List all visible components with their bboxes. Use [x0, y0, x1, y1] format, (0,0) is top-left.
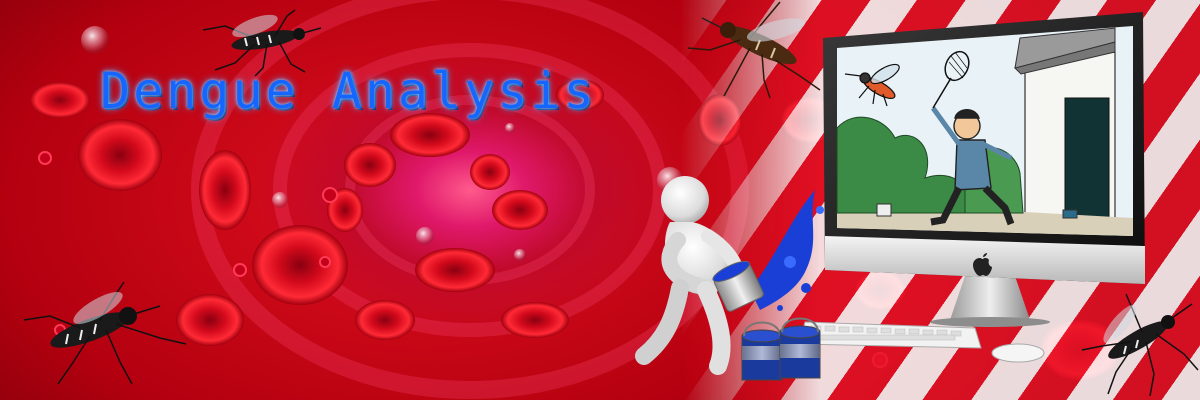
keyboard	[798, 321, 982, 349]
mosquito-icon	[1081, 293, 1199, 397]
paint-bucket-icon	[741, 317, 821, 381]
mosquito-icon	[23, 281, 187, 385]
paint-bucket-icon	[712, 260, 764, 312]
computer-monitor	[823, 12, 1145, 327]
mosquito-icon	[202, 9, 322, 77]
mouse	[991, 343, 1045, 363]
banner-title: Dengue Analysis	[100, 62, 597, 120]
cartoon-screen	[836, 26, 1133, 236]
mosquito-icon	[687, 1, 821, 99]
character-with-paint	[635, 176, 824, 381]
apple-logo-icon	[973, 253, 992, 276]
